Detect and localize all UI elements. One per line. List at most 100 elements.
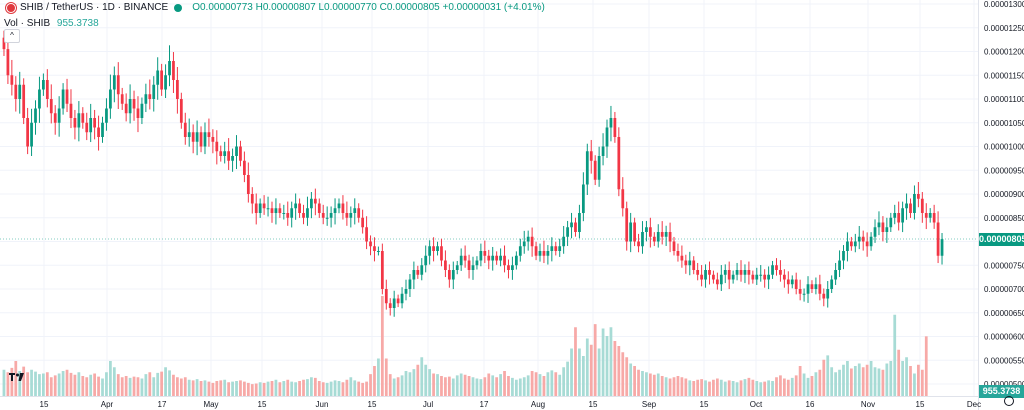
- candle-body: [700, 274, 703, 280]
- candle-body: [593, 160, 597, 180]
- candle-body: [325, 217, 329, 219]
- volume-bar: [495, 377, 499, 396]
- volume-bar: [329, 381, 333, 396]
- candle-body: [645, 227, 648, 232]
- volume-bar: [392, 378, 396, 396]
- candle-body: [26, 118, 29, 147]
- volume-bar: [735, 382, 739, 396]
- candle-body: [739, 270, 743, 275]
- volume-bar: [294, 382, 298, 396]
- candle-body: [538, 251, 542, 256]
- volume-bar: [546, 372, 550, 396]
- volume-legend[interactable]: Vol · SHIB 955.3738: [4, 18, 99, 29]
- time-tick-label: Apr: [101, 400, 114, 409]
- volume-bar: [798, 366, 802, 396]
- volume-bar: [49, 377, 53, 396]
- volume-bar: [207, 381, 211, 396]
- candle-body: [696, 270, 700, 275]
- volume-bar: [183, 377, 187, 396]
- volume-bar: [641, 371, 644, 396]
- time-tick-label: 17: [480, 400, 489, 409]
- candle-body: [112, 75, 116, 90]
- volume-bar: [235, 381, 238, 396]
- candle-body: [341, 203, 345, 213]
- volume-bar: [885, 363, 889, 396]
- candle-body: [846, 241, 849, 251]
- volume-bar: [645, 372, 648, 396]
- volume-bar: [656, 373, 660, 396]
- volume-bar: [585, 338, 589, 396]
- candle-body: [337, 203, 341, 209]
- volume-bar: [507, 376, 510, 396]
- candle-body: [30, 122, 33, 147]
- candle-body: [499, 255, 502, 261]
- volume-bar: [81, 376, 85, 396]
- candle-body: [621, 189, 625, 209]
- candle-body: [893, 213, 897, 218]
- volume-bar: [909, 366, 912, 396]
- volume-bar: [290, 381, 294, 396]
- volume-bar: [187, 379, 191, 396]
- volume-bar: [719, 379, 723, 396]
- volume-bar: [806, 377, 810, 396]
- time-axis[interactable]: 15 Apr 17 May 15 Jun 15 Jul 17 Aug 15 Sep 15 Oct 16 Nov…: [40, 400, 982, 409]
- candle-body: [731, 274, 735, 280]
- volume-bar: [810, 376, 814, 396]
- volume-bar: [558, 374, 562, 396]
- volume-bar: [18, 371, 22, 396]
- symbol-legend[interactable]: SHIB / TetherUS · 1D · BINANCE O0.000007…: [6, 2, 545, 13]
- candle-body: [93, 118, 97, 128]
- price-tick-label: 0.00000500: [984, 380, 1024, 389]
- tradingview-logo-icon[interactable]: [8, 371, 26, 383]
- volume-bar: [444, 377, 447, 396]
- volume-bar: [239, 380, 242, 396]
- volume-bar: [917, 364, 920, 396]
- candle-body: [463, 255, 467, 261]
- chevron-up-icon: ^: [10, 31, 14, 40]
- volume-bar: [700, 379, 703, 396]
- candle-body: [826, 289, 830, 299]
- collapse-legend-button[interactable]: ^: [4, 29, 20, 43]
- volume-bar: [254, 383, 258, 396]
- volume-bar: [857, 363, 861, 396]
- candle-body: [589, 151, 593, 161]
- candle-body: [558, 246, 562, 251]
- shib-coin-icon: [6, 2, 16, 13]
- volume-bar: [436, 374, 439, 396]
- volume-bar: [120, 377, 124, 396]
- candle-body: [361, 217, 365, 228]
- volume-bar: [522, 377, 526, 396]
- candle-body: [578, 213, 581, 232]
- volume-bar: [625, 357, 629, 396]
- candle-body: [518, 246, 522, 256]
- volume-bar: [195, 379, 199, 396]
- market-status-icon: [174, 3, 183, 12]
- price-tick-label: 0.00000750: [984, 261, 1024, 270]
- volume-bar: [802, 373, 806, 396]
- gear-icon[interactable]: [1004, 396, 1014, 406]
- volume-bar: [652, 374, 656, 396]
- candle-body: [692, 260, 696, 270]
- candle-body: [865, 241, 869, 247]
- candle-body: [424, 255, 428, 266]
- candle-body: [199, 132, 203, 147]
- volume-bar: [479, 379, 483, 396]
- candle-body: [838, 260, 841, 270]
- candle-body: [574, 222, 577, 232]
- candle-body: [144, 94, 148, 104]
- candle-body: [286, 213, 290, 218]
- candle-body: [830, 279, 834, 289]
- volume-bar: [231, 381, 234, 396]
- time-tick-label: May: [203, 400, 218, 409]
- volume-bar: [786, 379, 790, 396]
- volume-bar: [168, 370, 171, 396]
- volume-bar: [109, 361, 112, 396]
- candle-body: [810, 284, 814, 289]
- candle-body: [869, 236, 873, 247]
- price-axis[interactable]: 0.00001300 0.00001250 0.00001200 0.00001150…: [984, 0, 1024, 389]
- volume-bar: [684, 378, 688, 396]
- volume-bar: [447, 376, 451, 396]
- candle-body: [550, 246, 554, 251]
- last-volume-label: 955.3738: [979, 385, 1024, 398]
